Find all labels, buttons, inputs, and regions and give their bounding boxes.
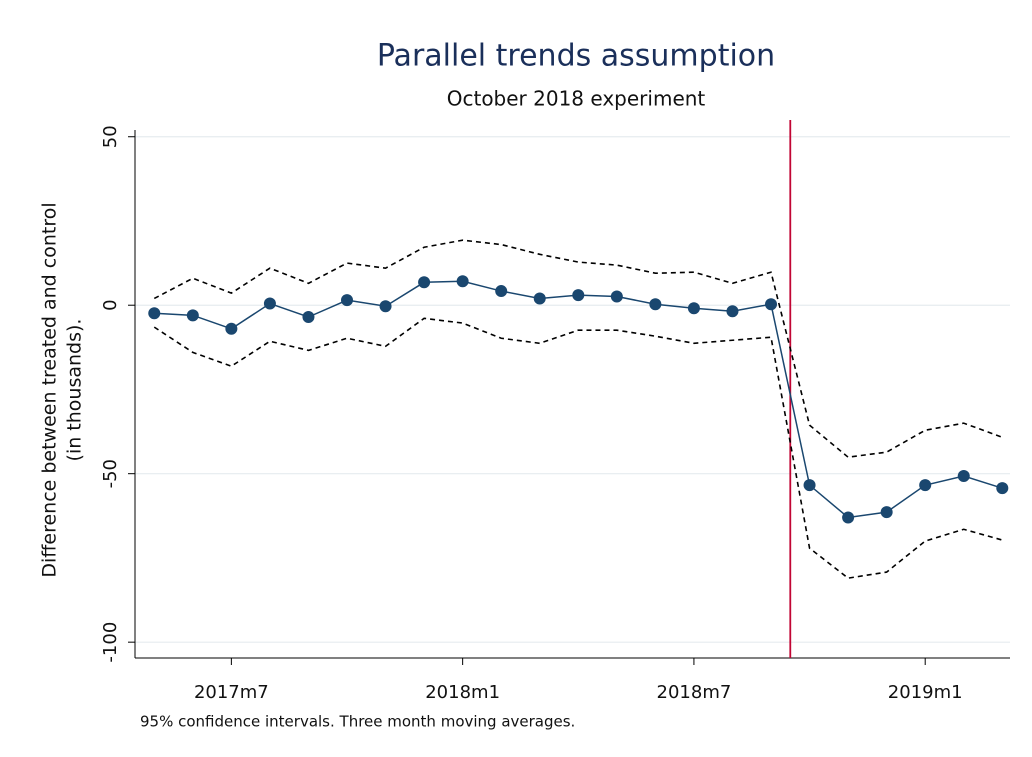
point: [456, 275, 469, 288]
point: [649, 298, 662, 311]
point: [610, 290, 623, 303]
point: [263, 297, 276, 310]
x-tick-label: 2018m1: [425, 682, 500, 703]
point: [572, 289, 585, 302]
point: [765, 298, 778, 311]
y-tick-label: 0: [100, 299, 121, 310]
point: [225, 322, 238, 335]
point: [341, 294, 354, 307]
point: [687, 302, 700, 315]
point: [803, 479, 816, 492]
point: [842, 511, 855, 524]
y-axis-label: Difference between treated and control: [39, 202, 61, 577]
ci-line: [153, 317, 1003, 579]
point: [418, 276, 431, 289]
y-tick-label: -50: [100, 459, 121, 488]
point: [186, 309, 199, 322]
chart-title: Parallel trends assumption: [377, 39, 775, 74]
x-tick-label: 2019m1: [888, 682, 963, 703]
y-tick-label: 50: [100, 125, 121, 148]
estimate-line: [154, 280, 1003, 519]
y-axis-label: (in thousands).: [64, 319, 86, 462]
point: [726, 305, 739, 318]
ci-line: [153, 239, 1003, 459]
point: [302, 311, 315, 324]
point: [996, 482, 1009, 495]
x-tick-label: 2017m7: [194, 682, 269, 703]
point: [919, 479, 932, 492]
point: [880, 506, 893, 519]
note: 95% confidence intervals. Three month mo…: [140, 713, 575, 731]
point: [148, 307, 161, 320]
x-tick-label: 2018m7: [657, 682, 732, 703]
point: [957, 470, 970, 483]
chart-subtitle: October 2018 experiment: [447, 87, 706, 111]
point: [495, 285, 508, 298]
y-tick-label: -100: [100, 622, 121, 663]
point: [533, 292, 546, 305]
point: [379, 300, 392, 313]
